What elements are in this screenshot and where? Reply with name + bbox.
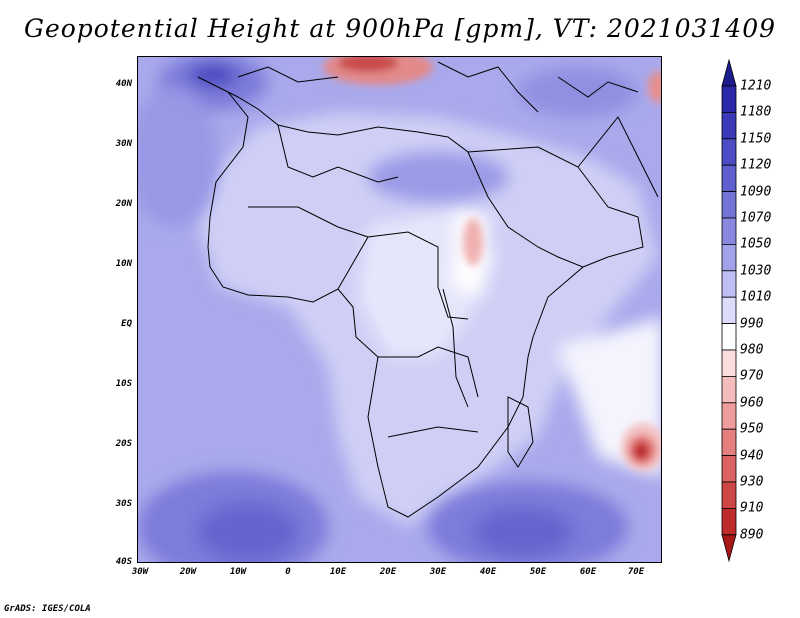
- height-field-dark: [138, 57, 638, 562]
- colorbar-label: 1120: [740, 157, 772, 173]
- colorbar-swatch: [721, 85, 737, 113]
- height-field-lows: [323, 57, 661, 471]
- chart-title: Geopotential Height at 900hPa [gpm], VT:…: [23, 14, 777, 43]
- lat-tick: 40S: [115, 557, 132, 567]
- colorbar-swatch: [721, 191, 737, 219]
- lat-tick: 10S: [115, 379, 132, 389]
- colorbar-swatch: [721, 481, 737, 509]
- colorbar-label: 970: [740, 368, 764, 384]
- colorbar-label: 1070: [740, 210, 772, 226]
- colorbar-label: 1150: [740, 131, 772, 147]
- colorbar-label: 930: [740, 474, 764, 490]
- colorbar-label: 1180: [740, 104, 772, 120]
- colorbar-swatch: [721, 402, 737, 430]
- colorbar-swatch: [721, 138, 737, 166]
- colorbar-swatch: [721, 164, 737, 192]
- credit-text: GrADS: IGES/COLA: [4, 604, 91, 614]
- lon-tick: 20E: [379, 567, 397, 577]
- lat-tick: 40N: [115, 79, 132, 89]
- lon-tick: 40E: [479, 567, 497, 577]
- colorbar-swatch: [721, 296, 737, 324]
- colorbar-swatch: [721, 375, 737, 404]
- colorbar-label: 1090: [740, 184, 772, 200]
- lon-tick: 30E: [429, 567, 447, 577]
- lat-tick: 20S: [115, 439, 132, 449]
- colorbar-swatches: [721, 58, 737, 563]
- colorbar-swatch: [721, 507, 737, 536]
- colorbar-label: 950: [740, 421, 764, 437]
- colorbar-swatch: [721, 349, 737, 377]
- colorbar: 1210 1180 1150 1120 1090 1070 1050 1030 1010 990 9…: [721, 58, 800, 563]
- colorbar-bottom-arrow: [721, 534, 737, 563]
- colorbar-top-arrow: [721, 58, 737, 87]
- lon-tick: 0: [285, 567, 291, 577]
- colorbar-label: 940: [740, 448, 764, 464]
- colorbar-label: 960: [740, 395, 764, 411]
- colorbar-label: 1210: [740, 78, 772, 94]
- colorbar-label: 1050: [740, 236, 772, 252]
- colorbar-swatch: [721, 217, 737, 245]
- lat-tick: 20N: [115, 199, 132, 209]
- lat-tick: 30N: [115, 139, 132, 149]
- colorbar-swatch: [721, 270, 737, 298]
- lat-tick: EQ: [121, 319, 132, 329]
- lon-tick: 10E: [329, 567, 347, 577]
- colorbar-swatch: [721, 455, 737, 483]
- lon-tick: 60E: [579, 567, 597, 577]
- colorbar-swatch: [721, 323, 737, 351]
- colorbar-swatch: [721, 243, 737, 272]
- lon-tick: 50E: [529, 567, 547, 577]
- colorbar-label: 910: [740, 500, 764, 516]
- colorbar-label: 990: [740, 316, 764, 332]
- colorbar-swatch: [721, 112, 737, 140]
- map-panel: [137, 56, 662, 563]
- colorbar-label: 890: [740, 527, 764, 543]
- map-svg: [138, 57, 661, 562]
- colorbar-label: 1010: [740, 289, 772, 305]
- colorbar-swatch: [721, 428, 737, 457]
- lon-tick: 10W: [229, 567, 247, 577]
- lat-tick: 30S: [115, 499, 132, 509]
- lon-tick: 30W: [131, 567, 149, 577]
- coastlines: [197, 61, 659, 518]
- colorbar-label: 980: [740, 342, 764, 358]
- colorbar-label: 1030: [740, 263, 772, 279]
- lat-tick: 10N: [115, 259, 132, 269]
- lon-tick: 70E: [627, 567, 645, 577]
- lon-tick: 20W: [179, 567, 197, 577]
